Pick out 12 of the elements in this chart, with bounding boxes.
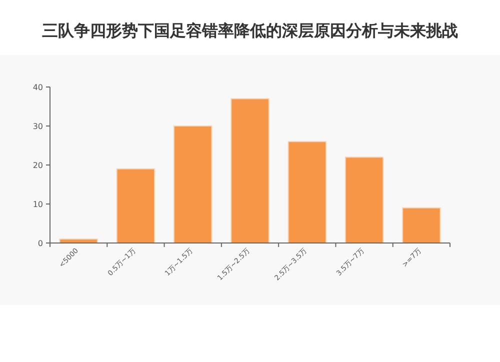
- bar: [402, 207, 441, 244]
- bar: [230, 98, 270, 244]
- y-tick-label: 20: [32, 161, 43, 170]
- bar: [344, 156, 384, 244]
- y-tick-label: 30: [32, 122, 43, 131]
- y-tick-label: 40: [32, 83, 43, 92]
- bar: [288, 141, 326, 244]
- chart-title: 三队争四形势下国足容错率降低的深层原因分析与未来挑战: [42, 21, 458, 40]
- y-tick-label: 0: [38, 239, 43, 248]
- bar: [174, 126, 212, 244]
- y-tick-label: 10: [32, 200, 43, 209]
- bar: [116, 168, 156, 244]
